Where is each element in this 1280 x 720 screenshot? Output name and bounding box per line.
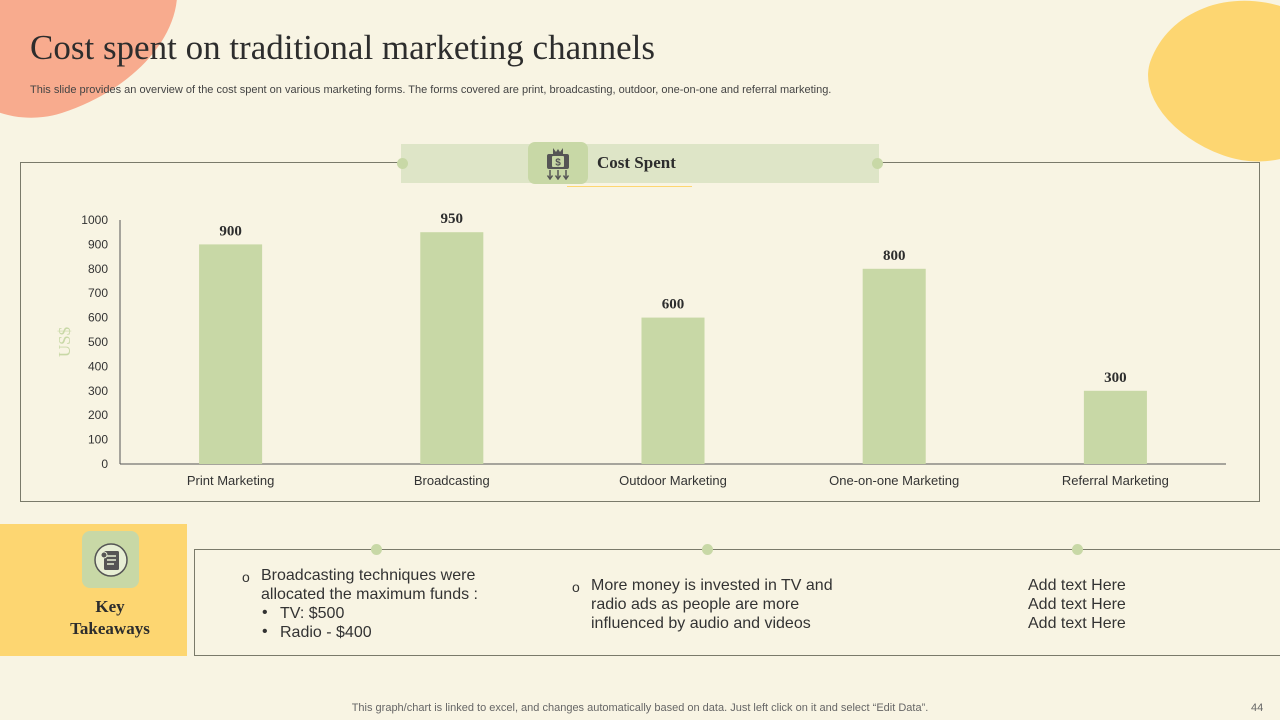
takeaway-1-bullet-1-marker: • <box>262 604 268 621</box>
label-underline <box>567 186 692 187</box>
y-tick-label: 700 <box>88 286 108 300</box>
bar-chart: 0 100 200 300 400 500 600 700 800 900 1000 US$ 900 Pr… <box>55 211 1226 488</box>
data-label: 950 <box>441 211 464 227</box>
takeaway-3-line1: Add text Here <box>1028 577 1126 594</box>
takeaway-2-marker: o <box>572 579 580 595</box>
takeaway-1-bullet-1: TV: $500 <box>280 605 345 622</box>
band-dot-left <box>397 158 408 169</box>
y-tick-label: 1000 <box>81 213 108 227</box>
panel-dot-1 <box>371 544 382 555</box>
checklist-icon-box <box>82 531 139 588</box>
y-tick-label: 300 <box>88 384 108 398</box>
x-tick-label: Broadcasting <box>414 473 490 488</box>
takeaway-1-marker: o <box>242 569 250 585</box>
checklist-icon <box>93 542 128 577</box>
bar <box>420 232 484 464</box>
footer-note: This graph/chart is linked to excel, and… <box>351 702 929 714</box>
takeaway-2-line1: More money is invested in TV and <box>591 577 833 594</box>
x-tick-label: Print Marketing <box>187 473 274 488</box>
svg-text:$: $ <box>555 158 561 169</box>
decorative-blob-top-right <box>1128 0 1280 190</box>
money-bag-icon: $ <box>546 148 570 180</box>
page-number: 44 <box>1251 702 1264 714</box>
takeaways-panel <box>194 549 1280 656</box>
x-tick-label: Outdoor Marketing <box>619 473 727 488</box>
chart-section-label: Cost Spent <box>597 153 676 172</box>
page-title: Cost spent on traditional marketing chan… <box>30 28 656 67</box>
takeaway-1-bullet-2-marker: • <box>262 623 268 640</box>
y-tick-label: 0 <box>101 457 108 471</box>
takeaway-3-text: Add text Here Add text Here Add text Her… <box>1028 576 1126 633</box>
takeaway-1-line2: allocated the maximum funds : <box>261 586 478 603</box>
y-tick-label: 600 <box>88 311 108 325</box>
band-dot-right <box>872 158 883 169</box>
page-subtitle: This slide provides an overview of the c… <box>30 84 832 96</box>
takeaway-1-line1: Broadcasting techniques were <box>261 567 476 584</box>
data-label: 300 <box>1104 370 1127 386</box>
y-tick-label: 100 <box>88 433 108 447</box>
bar <box>1083 390 1147 464</box>
decorative-blob-top-left <box>0 0 205 144</box>
bar <box>862 268 926 464</box>
bar <box>199 244 263 464</box>
y-tick-label: 400 <box>88 359 108 373</box>
y-axis-label: US$ <box>55 327 74 357</box>
takeaway-2-text: More money is invested in TV and radio a… <box>591 576 833 633</box>
panel-dot-3 <box>1072 544 1083 555</box>
data-label: 800 <box>883 248 906 264</box>
data-label: 600 <box>662 297 685 313</box>
takeaway-1-text: Broadcasting techniques were allocated t… <box>261 566 478 604</box>
takeaway-2-line3: influenced by audio and videos <box>591 615 811 632</box>
y-tick-label: 800 <box>88 262 108 276</box>
takeaway-1-bullet-2: Radio - $400 <box>280 624 372 641</box>
key-takeaways-line2: Takeaways <box>70 619 150 638</box>
key-takeaways-heading: Key Takeaways <box>0 596 220 640</box>
chart-header-band <box>401 144 879 183</box>
y-tick-label: 900 <box>88 237 108 251</box>
key-takeaways-line1: Key <box>95 597 125 616</box>
y-tick-label: 200 <box>88 408 108 422</box>
x-tick-label: Referral Marketing <box>1062 473 1169 488</box>
panel-dot-2 <box>702 544 713 555</box>
y-tick-label: 500 <box>88 335 108 349</box>
takeaway-2-line2: radio ads as people are more <box>591 596 800 613</box>
takeaway-3-line2: Add text Here <box>1028 596 1126 613</box>
data-label: 900 <box>219 223 242 239</box>
money-bag-icon-box: $ <box>528 142 588 184</box>
bar <box>641 317 705 464</box>
takeaway-3-line3: Add text Here <box>1028 615 1126 632</box>
x-tick-label: One-on-one Marketing <box>829 473 959 488</box>
